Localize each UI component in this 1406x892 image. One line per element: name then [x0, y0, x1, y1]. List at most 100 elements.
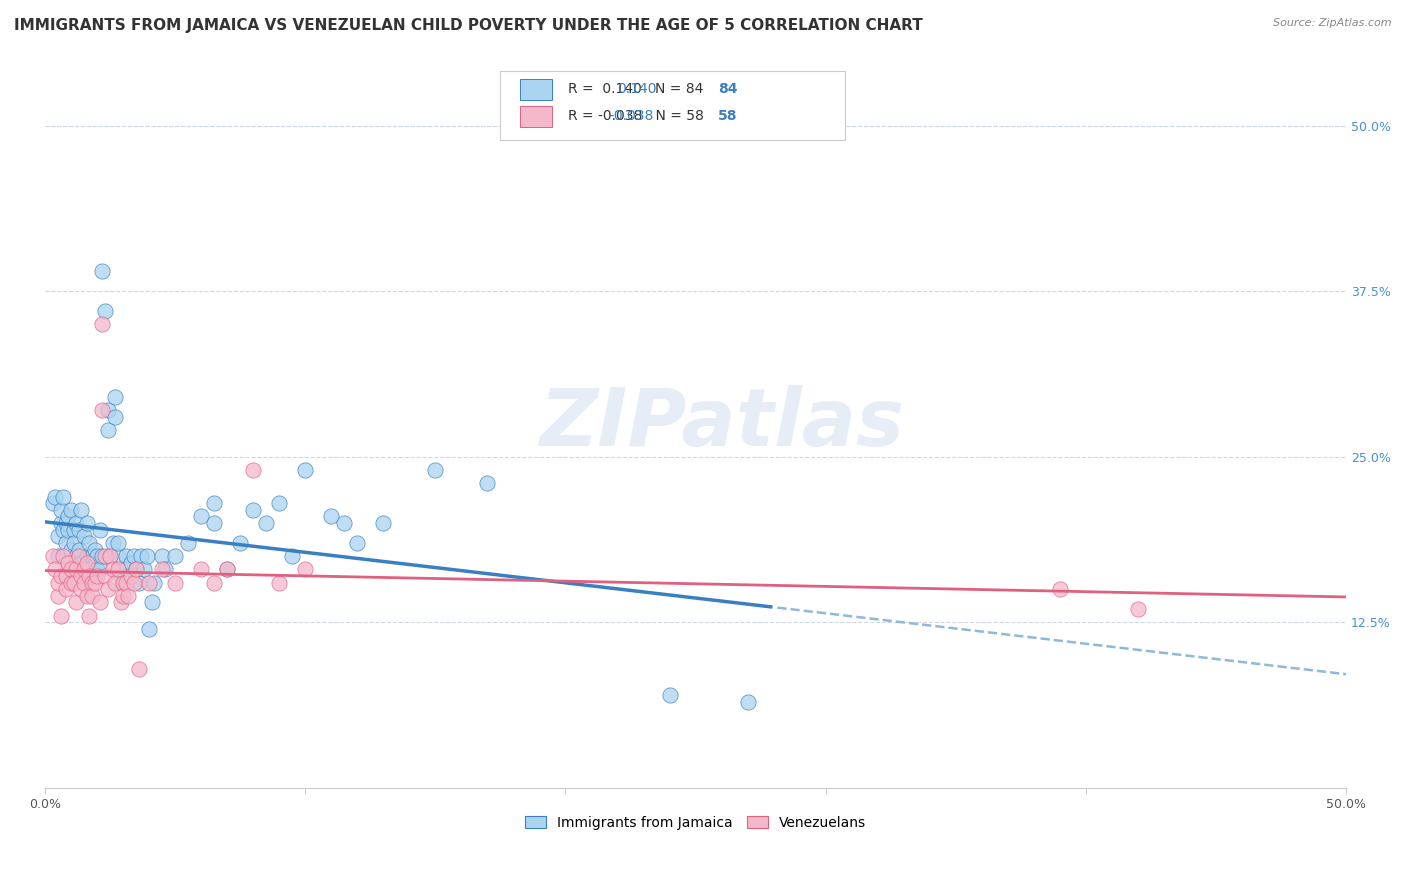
- Point: [242, 463, 264, 477]
- Point: [98, 549, 121, 563]
- Point: [96, 403, 118, 417]
- Point: [91, 403, 114, 417]
- Point: [117, 589, 139, 603]
- Point: [114, 562, 136, 576]
- Point: [1126, 602, 1149, 616]
- Point: [49, 516, 72, 530]
- Point: [112, 589, 135, 603]
- Point: [73, 529, 96, 543]
- Point: [62, 575, 84, 590]
- Point: [79, 536, 101, 550]
- Point: [73, 575, 96, 590]
- Point: [122, 575, 145, 590]
- Point: [110, 595, 132, 609]
- Point: [76, 589, 98, 603]
- Text: IMMIGRANTS FROM JAMAICA VS VENEZUELAN CHILD POVERTY UNDER THE AGE OF 5 CORRELATI: IMMIGRANTS FROM JAMAICA VS VENEZUELAN CH…: [14, 18, 922, 33]
- Point: [58, 509, 80, 524]
- Point: [141, 595, 163, 609]
- Point: [79, 569, 101, 583]
- Point: [135, 549, 157, 563]
- Point: [55, 516, 77, 530]
- Point: [128, 662, 150, 676]
- Point: [79, 562, 101, 576]
- Point: [58, 523, 80, 537]
- FancyBboxPatch shape: [520, 106, 553, 127]
- Point: [202, 575, 225, 590]
- Point: [98, 549, 121, 563]
- Text: ZIPatlas: ZIPatlas: [538, 384, 904, 463]
- Point: [89, 562, 111, 576]
- Point: [67, 549, 90, 563]
- Point: [52, 523, 75, 537]
- Point: [70, 569, 93, 583]
- Point: [86, 549, 108, 563]
- Point: [117, 569, 139, 583]
- Point: [110, 569, 132, 583]
- Point: [62, 536, 84, 550]
- Point: [190, 509, 212, 524]
- Text: R = -0.038   N = 58: R = -0.038 N = 58: [568, 110, 704, 123]
- Point: [80, 549, 103, 563]
- Point: [425, 463, 447, 477]
- Point: [91, 264, 114, 278]
- Point: [132, 562, 155, 576]
- Point: [91, 318, 114, 332]
- Point: [55, 582, 77, 597]
- Point: [202, 496, 225, 510]
- Point: [94, 549, 117, 563]
- Point: [55, 569, 77, 583]
- Point: [83, 542, 105, 557]
- Point: [55, 536, 77, 550]
- Point: [76, 516, 98, 530]
- Point: [122, 549, 145, 563]
- Point: [143, 575, 166, 590]
- Point: [76, 549, 98, 563]
- Text: 0.140: 0.140: [617, 82, 657, 96]
- Point: [46, 549, 69, 563]
- Point: [89, 523, 111, 537]
- Point: [120, 556, 142, 570]
- Point: [65, 549, 87, 563]
- Point: [65, 562, 87, 576]
- Point: [107, 549, 129, 563]
- Point: [165, 549, 187, 563]
- Point: [104, 410, 127, 425]
- Point: [150, 549, 173, 563]
- Point: [44, 562, 66, 576]
- Point: [125, 562, 148, 576]
- Point: [101, 562, 124, 576]
- Point: [42, 496, 65, 510]
- Point: [70, 582, 93, 597]
- Point: [128, 575, 150, 590]
- Point: [91, 549, 114, 563]
- Point: [70, 556, 93, 570]
- Point: [65, 595, 87, 609]
- Point: [49, 569, 72, 583]
- Text: -0.038: -0.038: [610, 110, 654, 123]
- Point: [94, 304, 117, 318]
- Text: 84: 84: [717, 82, 737, 96]
- FancyBboxPatch shape: [501, 70, 845, 140]
- Point: [269, 575, 291, 590]
- Point: [131, 549, 153, 563]
- Point: [150, 562, 173, 576]
- Point: [46, 575, 69, 590]
- Point: [254, 516, 277, 530]
- Point: [44, 490, 66, 504]
- Point: [658, 688, 681, 702]
- Point: [294, 463, 316, 477]
- Point: [89, 595, 111, 609]
- Point: [58, 556, 80, 570]
- FancyBboxPatch shape: [520, 79, 553, 100]
- Point: [52, 549, 75, 563]
- Point: [70, 503, 93, 517]
- Point: [373, 516, 395, 530]
- Point: [269, 496, 291, 510]
- Point: [67, 542, 90, 557]
- Point: [60, 575, 83, 590]
- Point: [229, 536, 252, 550]
- Point: [80, 575, 103, 590]
- Point: [76, 556, 98, 570]
- Point: [80, 589, 103, 603]
- Point: [120, 569, 142, 583]
